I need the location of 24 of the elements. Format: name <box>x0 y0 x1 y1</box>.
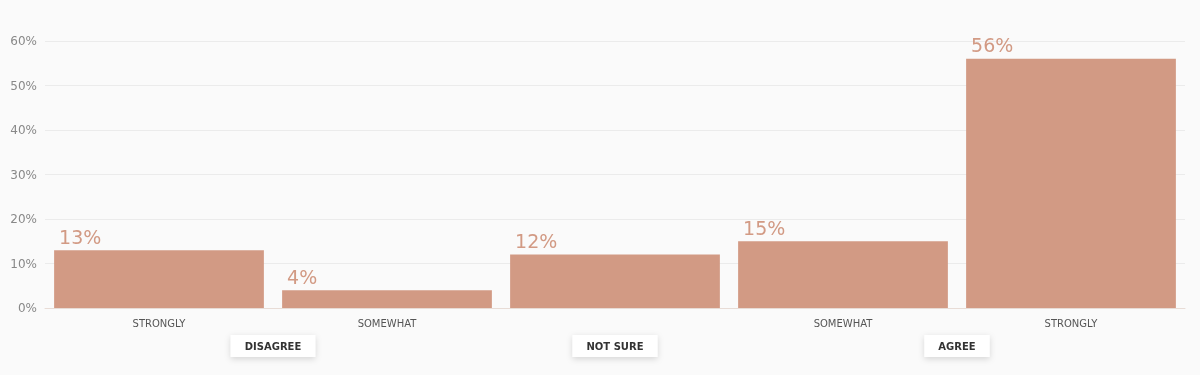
y-tick-label: 10% <box>10 256 37 271</box>
bar <box>282 290 492 308</box>
y-tick-label: 60% <box>10 34 37 48</box>
x-tick-label: STRONGLY <box>132 317 187 329</box>
y-tick-label: 50% <box>10 78 37 93</box>
text: AGREE <box>938 340 976 352</box>
data-label: 56% <box>971 34 1014 57</box>
y-tick-label: 0% <box>17 301 37 315</box>
x-tick-label: STRONGLY <box>1044 317 1099 329</box>
bar <box>54 250 264 308</box>
data-label: 4% <box>287 265 318 288</box>
data-label: 12% <box>515 230 558 253</box>
bar <box>966 58 1176 308</box>
y-tick-label: 30% <box>10 167 37 182</box>
bar <box>738 241 948 308</box>
data-label: 15% <box>743 216 786 239</box>
text: NOT SURE <box>586 340 644 352</box>
x-tick-label: SOMEWHAT <box>813 317 874 329</box>
y-tick-label: 40% <box>10 123 37 137</box>
text: DISAGREE <box>244 340 302 352</box>
y-tick-label: 20% <box>10 212 37 226</box>
bar <box>510 254 720 308</box>
x-tick-label: SOMEWHAT <box>357 317 418 329</box>
data-label: 13% <box>59 225 102 248</box>
